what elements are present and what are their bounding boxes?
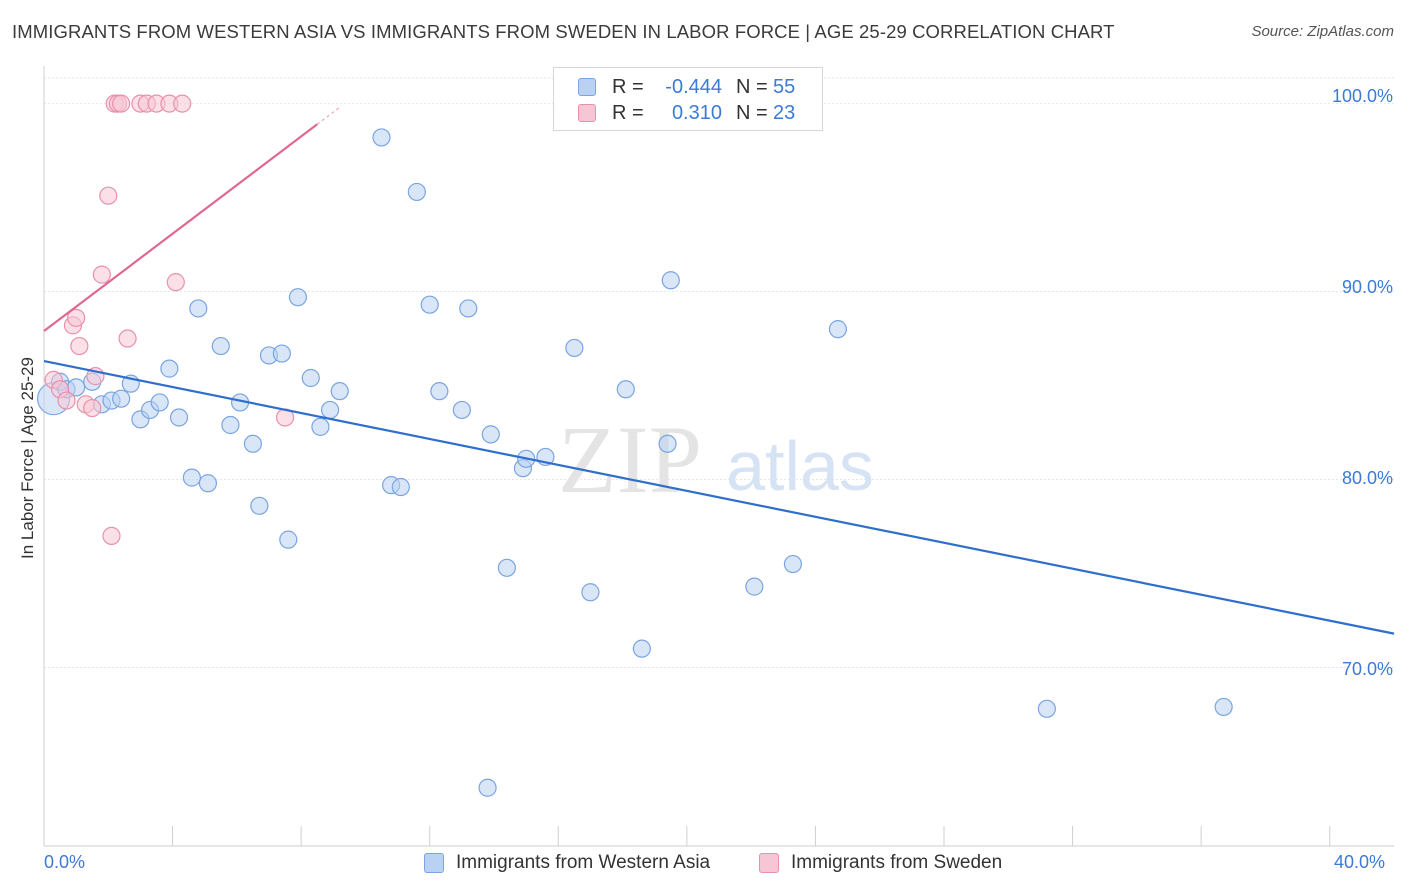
data-point [1214, 697, 1233, 717]
data-point [189, 299, 208, 318]
legend-label: Immigrants from Sweden [791, 852, 1003, 873]
y-tick-label-90: 90.0% [1341, 277, 1393, 297]
r-value: 0.310 [671, 102, 722, 124]
data-point [330, 382, 349, 401]
data-point [118, 329, 137, 348]
pink-swatch-icon [578, 104, 596, 122]
trend-line-extension [316, 106, 341, 125]
x-tick-label-0: 0.0% [44, 852, 86, 872]
data-point [102, 526, 121, 545]
data-point [211, 336, 230, 356]
data-point [452, 400, 471, 420]
data-point [112, 389, 131, 408]
data-point [430, 382, 449, 401]
data-point [1037, 699, 1056, 718]
data-point [420, 295, 439, 314]
data-point [632, 639, 651, 658]
data-point [581, 583, 600, 602]
trend-line [43, 360, 1395, 635]
watermark-zip: ZIP [558, 406, 702, 513]
data-point [112, 94, 131, 113]
data-point [250, 496, 269, 515]
data-point [478, 778, 497, 797]
watermark-atlas: atlas [726, 427, 874, 505]
r-value: -0.444 [665, 76, 722, 98]
data-point [99, 186, 118, 205]
data-point [311, 417, 330, 436]
data-point [616, 380, 635, 399]
data-point [57, 391, 76, 410]
chart-title: IMMIGRANTS FROM WESTERN ASIA VS IMMIGRAN… [12, 21, 1115, 42]
data-point [279, 530, 298, 549]
n-label: N = [736, 76, 768, 98]
data-point [70, 336, 89, 356]
data-point [459, 299, 478, 318]
data-point [243, 434, 263, 453]
trend-line [43, 123, 318, 332]
data-point [745, 577, 764, 596]
data-point [150, 393, 169, 412]
blue-swatch-icon [424, 853, 444, 873]
x-tick-label-40: 40.0% [1334, 852, 1386, 872]
n-value: 55 [773, 76, 796, 98]
data-point [169, 408, 189, 427]
legend-label: Immigrants from Western Asia [456, 852, 711, 873]
data-point [67, 308, 86, 327]
n-value: 23 [773, 102, 796, 124]
data-point [783, 554, 803, 574]
data-point [173, 94, 192, 113]
source-note: Source: ZipAtlas.com [1251, 23, 1394, 40]
data-point [301, 368, 320, 388]
data-point [372, 128, 391, 147]
y-tick-label-100: 100.0% [1331, 86, 1393, 106]
pink-swatch-icon [759, 853, 779, 873]
data-point [83, 398, 102, 418]
data-point [221, 415, 240, 435]
y-tick-label-70: 70.0% [1341, 659, 1393, 679]
data-point [828, 320, 848, 339]
data-point [288, 288, 308, 307]
data-point [497, 558, 516, 577]
correlation-legend: R = -0.444 N = 55 R = 0.310 N = 23 [553, 67, 823, 131]
n-label: N = [736, 102, 768, 124]
data-point [198, 474, 218, 493]
y-axis-label: In Labor Force | Age 25-29 [18, 357, 37, 559]
series-legend: Immigrants from Western Asia Immigrants … [0, 852, 1406, 878]
data-point [661, 271, 680, 290]
data-point [565, 338, 584, 358]
data-point [272, 344, 291, 363]
data-point [320, 400, 340, 420]
data-point [166, 273, 185, 292]
data-point [92, 265, 111, 284]
data-point [481, 425, 500, 444]
r-label: R = [612, 102, 644, 124]
data-point [658, 434, 677, 453]
r-label: R = [612, 76, 644, 98]
data-point [182, 468, 201, 487]
blue-swatch-icon [578, 78, 596, 96]
y-tick-label-80: 80.0% [1341, 468, 1393, 488]
data-point [407, 182, 426, 202]
data-point [391, 477, 410, 497]
data-point [160, 359, 179, 378]
